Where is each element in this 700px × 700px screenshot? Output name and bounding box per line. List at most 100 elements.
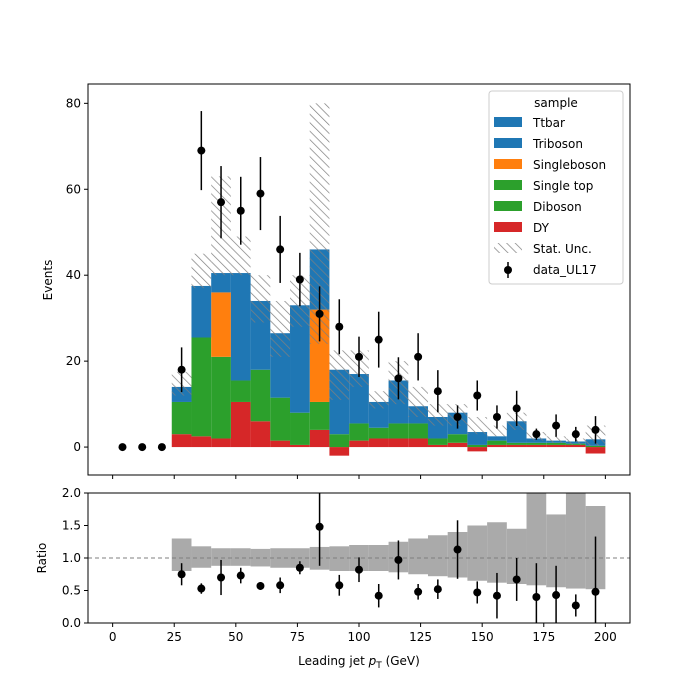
bar-diboson bbox=[546, 442, 566, 445]
bar-dy bbox=[565, 444, 586, 448]
ratio-point bbox=[394, 555, 403, 564]
legend-label-data: data_UL17 bbox=[533, 263, 597, 277]
stat-unc-bin bbox=[191, 253, 212, 289]
ratio-band-bin bbox=[230, 548, 251, 566]
x-tick-label: 100 bbox=[348, 630, 371, 644]
bar-diboson bbox=[191, 337, 212, 437]
bar-diboson bbox=[467, 444, 488, 448]
main-panel: 0 20 40 60 80 Events sample Ttbar Triboson S… bbox=[41, 83, 631, 479]
ratio-y-tick-label: 0.0 bbox=[62, 616, 81, 630]
legend-swatch-ttbar bbox=[494, 117, 522, 127]
ratio-band-bin bbox=[565, 493, 586, 589]
ratio-y-tick-label: 1.0 bbox=[62, 551, 81, 565]
ratio-point bbox=[591, 587, 600, 596]
legend-label-single-top: Single top bbox=[533, 179, 593, 193]
ratio-y-axis-label: Ratio bbox=[35, 543, 49, 574]
ratio-point bbox=[571, 601, 580, 610]
data-point bbox=[276, 245, 285, 254]
ratio-point bbox=[335, 581, 344, 590]
x-tick-label: 25 bbox=[167, 630, 182, 644]
stat-unc-bin bbox=[546, 436, 566, 443]
stat-unc-bin bbox=[329, 350, 350, 400]
bar-dy bbox=[427, 444, 448, 448]
legend-label-triboson: Triboson bbox=[532, 137, 583, 151]
bar-dy bbox=[526, 444, 547, 448]
bar-diboson bbox=[270, 397, 291, 441]
data-point bbox=[512, 404, 521, 413]
ratio-point bbox=[355, 565, 363, 574]
stat-unc-bin bbox=[467, 416, 488, 435]
ratio-point bbox=[197, 584, 206, 593]
data-point bbox=[256, 189, 265, 198]
bar-diboson bbox=[408, 423, 428, 439]
data-point bbox=[492, 412, 501, 421]
ratio-point bbox=[276, 581, 285, 590]
ratio-band-bin bbox=[191, 546, 212, 568]
ratio-band-bin bbox=[467, 525, 488, 581]
y-tick-label: 0 bbox=[73, 440, 81, 454]
x-tick-label: 200 bbox=[594, 630, 617, 644]
stat-unc-bin bbox=[427, 404, 448, 426]
y-tick-label: 20 bbox=[66, 354, 81, 368]
bar-diboson bbox=[506, 442, 527, 445]
stat-unc-bin bbox=[270, 300, 291, 357]
bar-singleboson bbox=[211, 292, 231, 357]
ratio-point bbox=[453, 545, 462, 554]
ratio-point bbox=[512, 575, 521, 584]
bar-dy bbox=[447, 442, 468, 448]
data-point bbox=[532, 430, 541, 439]
legend-label-singleboson: Singleboson bbox=[533, 158, 606, 172]
data-point bbox=[157, 443, 166, 452]
ratio-point bbox=[374, 591, 383, 600]
x-tick-label: 175 bbox=[532, 630, 555, 644]
data-point bbox=[453, 412, 462, 421]
stat-unc-bin bbox=[408, 386, 428, 417]
data-point bbox=[473, 391, 482, 400]
bar-dy bbox=[171, 434, 192, 448]
ratio-point bbox=[217, 573, 226, 582]
y-tick-label: 40 bbox=[66, 268, 81, 282]
legend-label-dy: DY bbox=[533, 221, 550, 235]
legend-swatch-singleboson bbox=[494, 159, 522, 169]
bar-diboson bbox=[290, 412, 310, 445]
ratio-y-tick-label: 0.5 bbox=[62, 584, 81, 598]
bar-dy bbox=[487, 444, 507, 448]
ratio-band-bin bbox=[526, 493, 547, 586]
x-axis-label: Leading jet pT (GeV) bbox=[298, 654, 420, 671]
stat-unc-bin bbox=[230, 236, 251, 276]
bar-ttbar bbox=[487, 436, 507, 441]
bar-dy bbox=[506, 444, 527, 448]
ratio-band-bin bbox=[250, 548, 271, 567]
ratio-point bbox=[552, 591, 561, 600]
bar-diboson bbox=[526, 442, 547, 445]
bar-dy bbox=[270, 440, 291, 448]
bar-diboson bbox=[211, 356, 231, 439]
ratio-point bbox=[295, 563, 304, 572]
data-point bbox=[355, 352, 363, 361]
stat-unc-bin bbox=[309, 103, 330, 344]
bar-dy bbox=[546, 444, 566, 448]
bar-diboson bbox=[487, 440, 507, 445]
bar-dy bbox=[388, 438, 409, 448]
data-point bbox=[591, 425, 600, 434]
data-point bbox=[433, 387, 442, 396]
ratio-x-ticks: 0 25 50 75 100 125 150 175 200 bbox=[109, 623, 617, 644]
bar-diboson bbox=[250, 369, 271, 422]
ratio-band-bin bbox=[506, 528, 527, 584]
data-point bbox=[295, 275, 304, 284]
legend-swatch-diboson bbox=[494, 201, 522, 211]
data-point bbox=[138, 443, 147, 452]
data-point bbox=[177, 365, 186, 374]
x-tick-label: 0 bbox=[109, 630, 117, 644]
ratio-point bbox=[433, 585, 442, 594]
legend-box bbox=[488, 90, 624, 285]
legend-label-diboson: Diboson bbox=[533, 200, 582, 214]
ratio-point bbox=[236, 571, 245, 580]
legend-swatch-single-top bbox=[494, 180, 522, 190]
data-point bbox=[236, 206, 245, 215]
data-point bbox=[414, 352, 423, 361]
bar-ttbar bbox=[191, 285, 212, 338]
stat-unc-bin bbox=[487, 425, 507, 437]
x-tick-label: 125 bbox=[409, 630, 432, 644]
data-point bbox=[374, 335, 383, 344]
